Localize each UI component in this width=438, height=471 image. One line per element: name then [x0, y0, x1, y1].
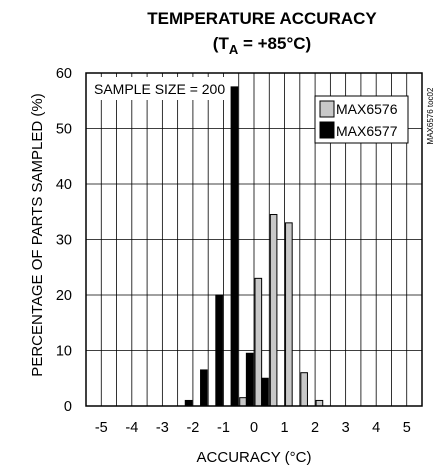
bar-max6576 [254, 277, 263, 407]
x-tick-label: 2 [311, 420, 319, 436]
x-tick-label: 5 [403, 420, 411, 436]
bar-max6576 [315, 399, 324, 407]
bar-max6577 [261, 377, 269, 407]
subtitle-prefix: (T [213, 34, 230, 53]
bar-max6577 [200, 369, 208, 407]
bar-max6576 [269, 214, 278, 407]
x-tick-label: -3 [156, 420, 169, 436]
bars [184, 86, 324, 407]
subtitle-suffix: = +85°C) [238, 34, 311, 53]
x-tick-label: 4 [372, 420, 380, 436]
y-tick-label: 0 [64, 399, 72, 415]
x-tick-label: -5 [95, 420, 108, 436]
legend-swatch-max6577 [319, 121, 335, 139]
y-axis-label: PERCENTAGE OF PARTS SAMPLED (%) [29, 93, 46, 376]
plot-frame [85, 72, 423, 407]
x-tick-label: -4 [125, 420, 138, 436]
figure-code: MAX6576 toc02 [426, 87, 435, 144]
y-tick-label: 40 [56, 177, 72, 193]
chart-title: TEMPERATURE ACCURACY [147, 9, 377, 28]
bar-max6576 [285, 222, 293, 407]
bar-max6576 [239, 397, 247, 407]
bar-max6577 [215, 294, 223, 407]
bar-max6577 [230, 86, 239, 407]
y-tick-label: 10 [56, 344, 72, 360]
chart-subtitle: (TA = +85°C) [213, 34, 311, 57]
legend-label-max6577: MAX6577 [336, 123, 398, 139]
y-tick-label: 30 [56, 233, 72, 249]
legend-swatch-max6576 [319, 100, 335, 118]
y-tick-label: 50 [56, 122, 72, 138]
x-tick-label: -2 [186, 420, 199, 436]
x-tick-label: 0 [250, 420, 258, 436]
x-tick-label: 1 [281, 420, 289, 436]
sample-size-annotation: SAMPLE SIZE = 200 [94, 81, 225, 97]
x-tick-label: 3 [342, 420, 350, 436]
y-tick-label: 20 [56, 288, 72, 304]
legend-label-max6576: MAX6576 [336, 101, 398, 117]
y-tick-label: 60 [56, 66, 72, 82]
subtitle-subscript: A [229, 42, 239, 57]
bar-max6576 [300, 372, 308, 407]
annotation-box [90, 77, 228, 100]
bar-max6577 [184, 399, 193, 407]
legend: MAX6576 MAX6577 [314, 95, 409, 144]
bar-max6577 [245, 352, 254, 407]
x-axis-label: ACCURACY (°C) [197, 449, 312, 466]
x-tick-label: -1 [217, 420, 230, 436]
